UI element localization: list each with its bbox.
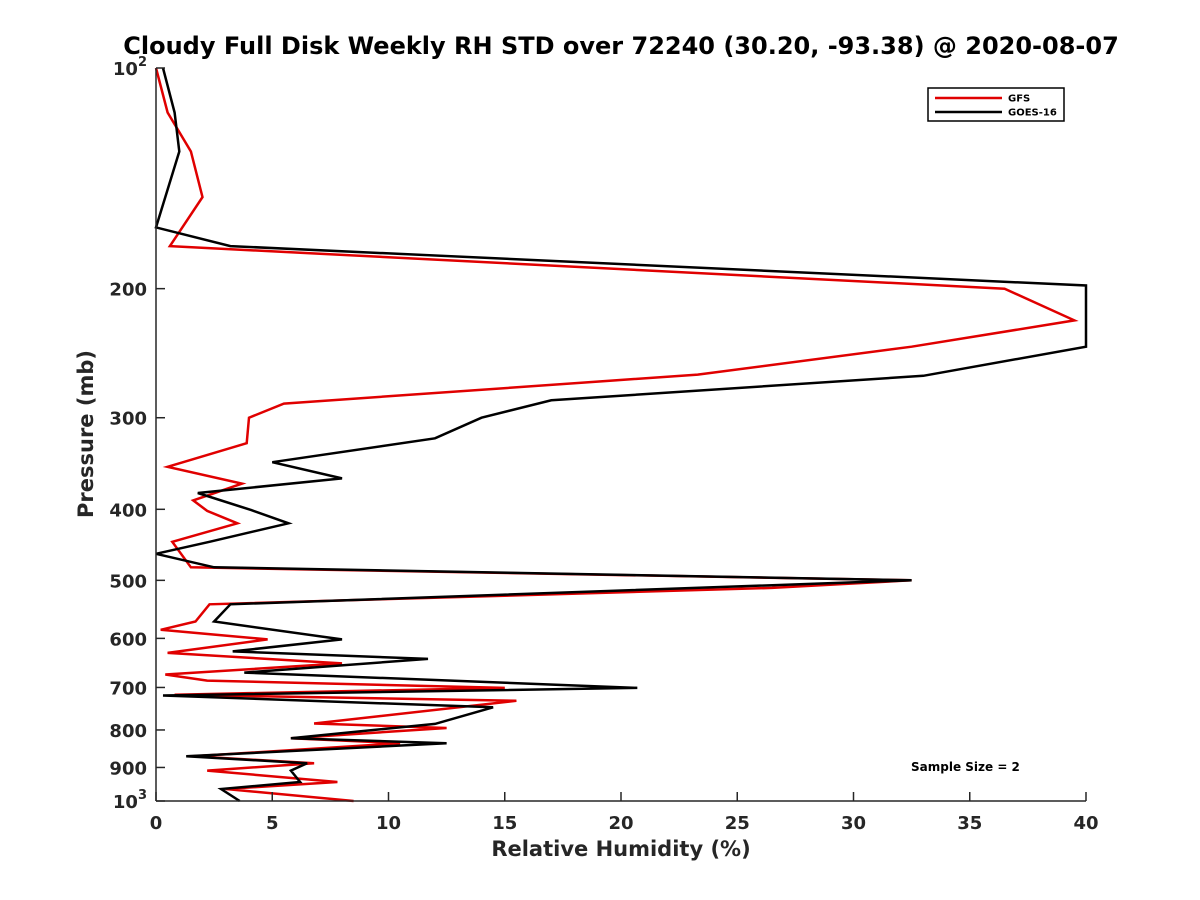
y-tick-label: 200: [109, 280, 147, 301]
y-tick-label: 600: [109, 629, 147, 650]
x-tick-label: 30: [841, 813, 866, 834]
y-tick-label: 700: [109, 678, 147, 699]
x-tick-label: 15: [492, 813, 517, 834]
y-tick-label: 500: [109, 571, 147, 592]
plot-area: [156, 68, 1086, 801]
x-tick-label: 35: [957, 813, 982, 834]
sample-size-annotation: Sample Size = 2: [911, 760, 1020, 774]
y-tick-label: 900: [109, 758, 147, 779]
legend-label-goes16: GOES-16: [1008, 108, 1057, 119]
legend: GFS GOES-16: [927, 87, 1065, 122]
x-tick-label: 5: [266, 813, 279, 834]
legend-box: [927, 87, 1065, 122]
series-layer: [154, 67, 1088, 803]
x-tick-label: 10: [376, 813, 401, 834]
y-tick-label: 102: [113, 55, 147, 80]
x-axis-label: Relative Humidity (%): [491, 837, 750, 861]
y-axis-label: Pressure (mb): [74, 350, 98, 518]
y-tick-label: 103: [113, 788, 147, 813]
chart-title: Cloudy Full Disk Weekly RH STD over 7224…: [123, 32, 1119, 60]
y-tick-label: 300: [109, 409, 147, 430]
x-tick-label: 25: [725, 813, 750, 834]
series-line-goes16: [154, 67, 1088, 803]
legend-label-gfs: GFS: [1008, 94, 1030, 105]
y-tick-label: 800: [109, 721, 147, 742]
y-tick-label: 400: [109, 500, 147, 521]
x-tick-label: 20: [608, 813, 633, 834]
axes-layer: 0 5 10 15 20 25 30 35 40 102 200 300 400 500 600 700 800…: [109, 55, 1098, 834]
x-tick-label: 40: [1073, 813, 1098, 834]
x-tick-label: 0: [150, 813, 163, 834]
